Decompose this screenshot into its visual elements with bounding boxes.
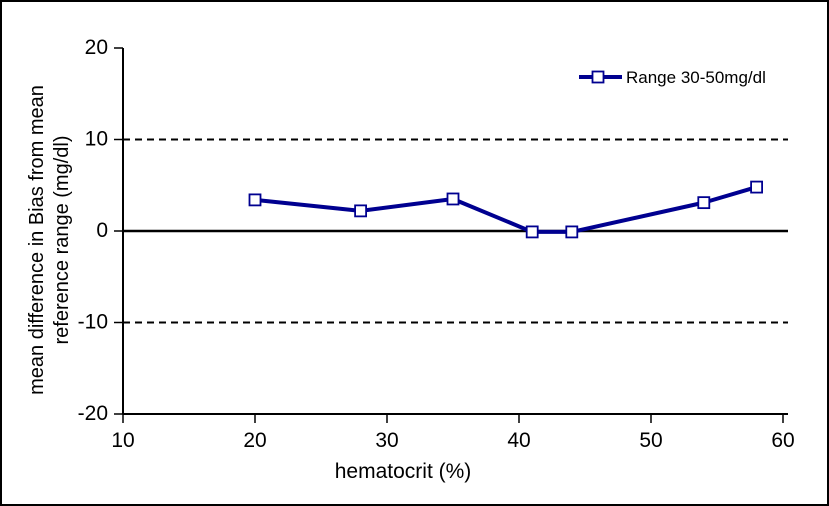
y-tick-label: -20 xyxy=(78,402,108,425)
x-tick-label: 30 xyxy=(375,429,398,452)
x-axis-title: hematocrit (%) xyxy=(335,460,472,483)
x-tick-label: 20 xyxy=(243,429,266,452)
series-line xyxy=(254,185,758,234)
reference-lines-layer xyxy=(123,138,788,324)
axes-layer xyxy=(114,47,788,423)
y-axis-title-line1: mean difference in Bias from mean xyxy=(26,85,48,395)
tick-labels-layer: 10 20 30 40 50 60 20 10 0 -10 -20 xyxy=(78,36,795,452)
x-tick-label: 60 xyxy=(771,429,794,452)
data-point-square-marker xyxy=(697,196,711,210)
y-tick-label: -10 xyxy=(78,311,108,334)
x-tick-label: 40 xyxy=(507,429,530,452)
x-tick-label: 50 xyxy=(639,429,662,452)
legend: Range 30-50mg/dl xyxy=(579,68,766,87)
legend-label: Range 30-50mg/dl xyxy=(626,68,766,87)
x-tick-label: 10 xyxy=(111,429,134,452)
data-point-square-marker xyxy=(565,225,579,239)
y-tick-label: 0 xyxy=(96,219,108,242)
y-tick-label: 20 xyxy=(85,36,108,59)
data-point-square-marker xyxy=(750,180,763,194)
data-point-square-marker xyxy=(248,193,262,207)
data-point-square-marker xyxy=(446,192,460,206)
legend-square-marker-icon xyxy=(591,70,605,84)
y-tick-label: 10 xyxy=(85,128,108,151)
data-series-layer xyxy=(248,180,763,239)
y-axis-title-line2: reference range (mg/dl) xyxy=(51,136,73,345)
data-point-square-marker xyxy=(354,204,368,218)
data-point-square-marker xyxy=(525,225,539,239)
